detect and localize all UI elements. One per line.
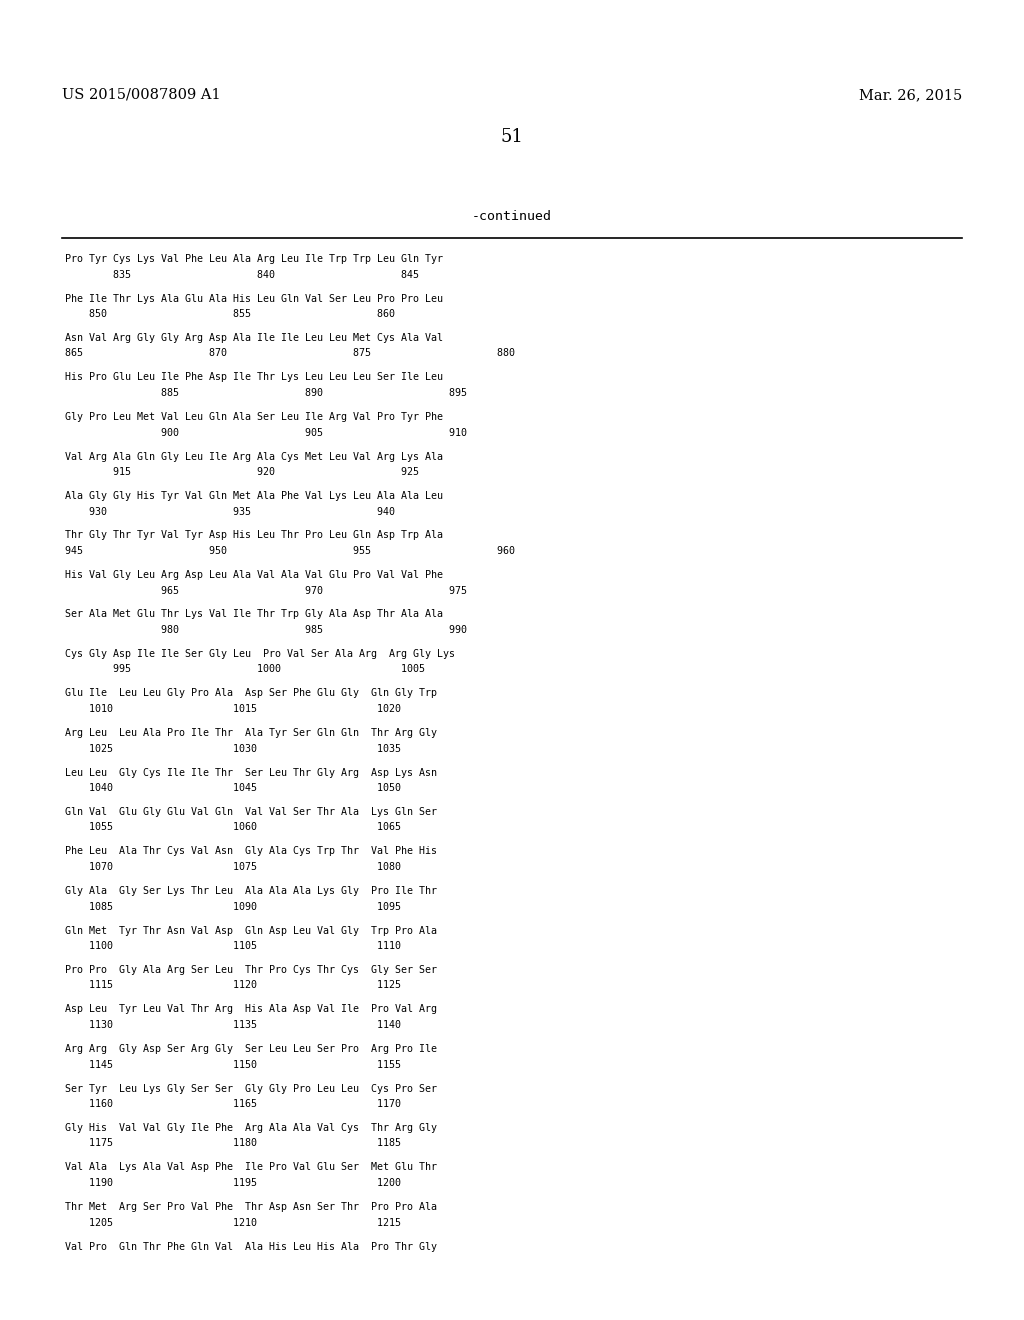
Text: Ser Tyr  Leu Lys Gly Ser Ser  Gly Gly Pro Leu Leu  Cys Pro Ser: Ser Tyr Leu Lys Gly Ser Ser Gly Gly Pro …: [65, 1084, 437, 1093]
Text: 1145                    1150                    1155: 1145 1150 1155: [65, 1060, 401, 1069]
Text: 865                     870                     875                     880: 865 870 875 880: [65, 348, 515, 359]
Text: Ser Ala Met Glu Thr Lys Val Ile Thr Trp Gly Ala Asp Thr Ala Ala: Ser Ala Met Glu Thr Lys Val Ile Thr Trp …: [65, 610, 443, 619]
Text: Gly His  Val Val Gly Ile Phe  Arg Ala Ala Val Cys  Thr Arg Gly: Gly His Val Val Gly Ile Phe Arg Ala Ala …: [65, 1123, 437, 1133]
Text: Asp Leu  Tyr Leu Val Thr Arg  His Ala Asp Val Ile  Pro Val Arg: Asp Leu Tyr Leu Val Thr Arg His Ala Asp …: [65, 1005, 437, 1015]
Text: His Pro Glu Leu Ile Phe Asp Ile Thr Lys Leu Leu Leu Ser Ile Leu: His Pro Glu Leu Ile Phe Asp Ile Thr Lys …: [65, 372, 443, 383]
Text: 835                     840                     845: 835 840 845: [65, 269, 419, 280]
Text: 1130                    1135                    1140: 1130 1135 1140: [65, 1020, 401, 1030]
Text: 995                     1000                    1005: 995 1000 1005: [65, 664, 425, 675]
Text: Gln Val  Glu Gly Glu Val Gln  Val Val Ser Thr Ala  Lys Gln Ser: Gln Val Glu Gly Glu Val Gln Val Val Ser …: [65, 807, 437, 817]
Text: Asn Val Arg Gly Gly Arg Asp Ala Ile Ile Leu Leu Met Cys Ala Val: Asn Val Arg Gly Gly Arg Asp Ala Ile Ile …: [65, 333, 443, 343]
Text: Phe Ile Thr Lys Ala Glu Ala His Leu Gln Val Ser Leu Pro Pro Leu: Phe Ile Thr Lys Ala Glu Ala His Leu Gln …: [65, 293, 443, 304]
Text: Gly Pro Leu Met Val Leu Gln Ala Ser Leu Ile Arg Val Pro Tyr Phe: Gly Pro Leu Met Val Leu Gln Ala Ser Leu …: [65, 412, 443, 422]
Text: 965                     970                     975: 965 970 975: [65, 586, 467, 595]
Text: 1010                    1015                    1020: 1010 1015 1020: [65, 704, 401, 714]
Text: US 2015/0087809 A1: US 2015/0087809 A1: [62, 88, 220, 102]
Text: 1100                    1105                    1110: 1100 1105 1110: [65, 941, 401, 950]
Text: 945                     950                     955                     960: 945 950 955 960: [65, 546, 515, 556]
Text: Glu Ile  Leu Leu Gly Pro Ala  Asp Ser Phe Glu Gly  Gln Gly Trp: Glu Ile Leu Leu Gly Pro Ala Asp Ser Phe …: [65, 689, 437, 698]
Text: 980                     985                     990: 980 985 990: [65, 624, 467, 635]
Text: 1055                    1060                    1065: 1055 1060 1065: [65, 822, 401, 833]
Text: Phe Leu  Ala Thr Cys Val Asn  Gly Ala Cys Trp Thr  Val Phe His: Phe Leu Ala Thr Cys Val Asn Gly Ala Cys …: [65, 846, 437, 857]
Text: 1190                    1195                    1200: 1190 1195 1200: [65, 1177, 401, 1188]
Text: 1070                    1075                    1080: 1070 1075 1080: [65, 862, 401, 873]
Text: Gln Met  Tyr Thr Asn Val Asp  Gln Asp Leu Val Gly  Trp Pro Ala: Gln Met Tyr Thr Asn Val Asp Gln Asp Leu …: [65, 925, 437, 936]
Text: Val Ala  Lys Ala Val Asp Phe  Ile Pro Val Glu Ser  Met Glu Thr: Val Ala Lys Ala Val Asp Phe Ile Pro Val …: [65, 1163, 437, 1172]
Text: Arg Leu  Leu Ala Pro Ile Thr  Ala Tyr Ser Gln Gln  Thr Arg Gly: Arg Leu Leu Ala Pro Ile Thr Ala Tyr Ser …: [65, 729, 437, 738]
Text: Pro Pro  Gly Ala Arg Ser Leu  Thr Pro Cys Thr Cys  Gly Ser Ser: Pro Pro Gly Ala Arg Ser Leu Thr Pro Cys …: [65, 965, 437, 975]
Text: His Val Gly Leu Arg Asp Leu Ala Val Ala Val Glu Pro Val Val Phe: His Val Gly Leu Arg Asp Leu Ala Val Ala …: [65, 570, 443, 579]
Text: Arg Arg  Gly Asp Ser Arg Gly  Ser Leu Leu Ser Pro  Arg Pro Ile: Arg Arg Gly Asp Ser Arg Gly Ser Leu Leu …: [65, 1044, 437, 1053]
Text: 930                     935                     940: 930 935 940: [65, 507, 395, 516]
Text: Leu Leu  Gly Cys Ile Ile Thr  Ser Leu Thr Gly Arg  Asp Lys Asn: Leu Leu Gly Cys Ile Ile Thr Ser Leu Thr …: [65, 767, 437, 777]
Text: Ala Gly Gly His Tyr Val Gln Met Ala Phe Val Lys Leu Ala Ala Leu: Ala Gly Gly His Tyr Val Gln Met Ala Phe …: [65, 491, 443, 502]
Text: Thr Met  Arg Ser Pro Val Phe  Thr Asp Asn Ser Thr  Pro Pro Ala: Thr Met Arg Ser Pro Val Phe Thr Asp Asn …: [65, 1203, 437, 1212]
Text: -continued: -continued: [472, 210, 552, 223]
Text: Val Pro  Gln Thr Phe Gln Val  Ala His Leu His Ala  Pro Thr Gly: Val Pro Gln Thr Phe Gln Val Ala His Leu …: [65, 1242, 437, 1251]
Text: 915                     920                     925: 915 920 925: [65, 467, 419, 477]
Text: 1085                    1090                    1095: 1085 1090 1095: [65, 902, 401, 912]
Text: Pro Tyr Cys Lys Val Phe Leu Ala Arg Leu Ile Trp Trp Leu Gln Tyr: Pro Tyr Cys Lys Val Phe Leu Ala Arg Leu …: [65, 253, 443, 264]
Text: 1115                    1120                    1125: 1115 1120 1125: [65, 981, 401, 990]
Text: Cys Gly Asp Ile Ile Ser Gly Leu  Pro Val Ser Ala Arg  Arg Gly Lys: Cys Gly Asp Ile Ile Ser Gly Leu Pro Val …: [65, 649, 455, 659]
Text: 900                     905                     910: 900 905 910: [65, 428, 467, 437]
Text: Mar. 26, 2015: Mar. 26, 2015: [859, 88, 962, 102]
Text: 1025                    1030                    1035: 1025 1030 1035: [65, 743, 401, 754]
Text: Val Arg Ala Gln Gly Leu Ile Arg Ala Cys Met Leu Val Arg Lys Ala: Val Arg Ala Gln Gly Leu Ile Arg Ala Cys …: [65, 451, 443, 462]
Text: Gly Ala  Gly Ser Lys Thr Leu  Ala Ala Ala Lys Gly  Pro Ile Thr: Gly Ala Gly Ser Lys Thr Leu Ala Ala Ala …: [65, 886, 437, 896]
Text: 1160                    1165                    1170: 1160 1165 1170: [65, 1100, 401, 1109]
Text: 51: 51: [501, 128, 523, 147]
Text: 885                     890                     895: 885 890 895: [65, 388, 467, 399]
Text: 1175                    1180                    1185: 1175 1180 1185: [65, 1138, 401, 1148]
Text: 850                     855                     860: 850 855 860: [65, 309, 395, 319]
Text: 1205                    1210                    1215: 1205 1210 1215: [65, 1217, 401, 1228]
Text: 1040                    1045                    1050: 1040 1045 1050: [65, 783, 401, 793]
Text: Thr Gly Thr Tyr Val Tyr Asp His Leu Thr Pro Leu Gln Asp Trp Ala: Thr Gly Thr Tyr Val Tyr Asp His Leu Thr …: [65, 531, 443, 540]
